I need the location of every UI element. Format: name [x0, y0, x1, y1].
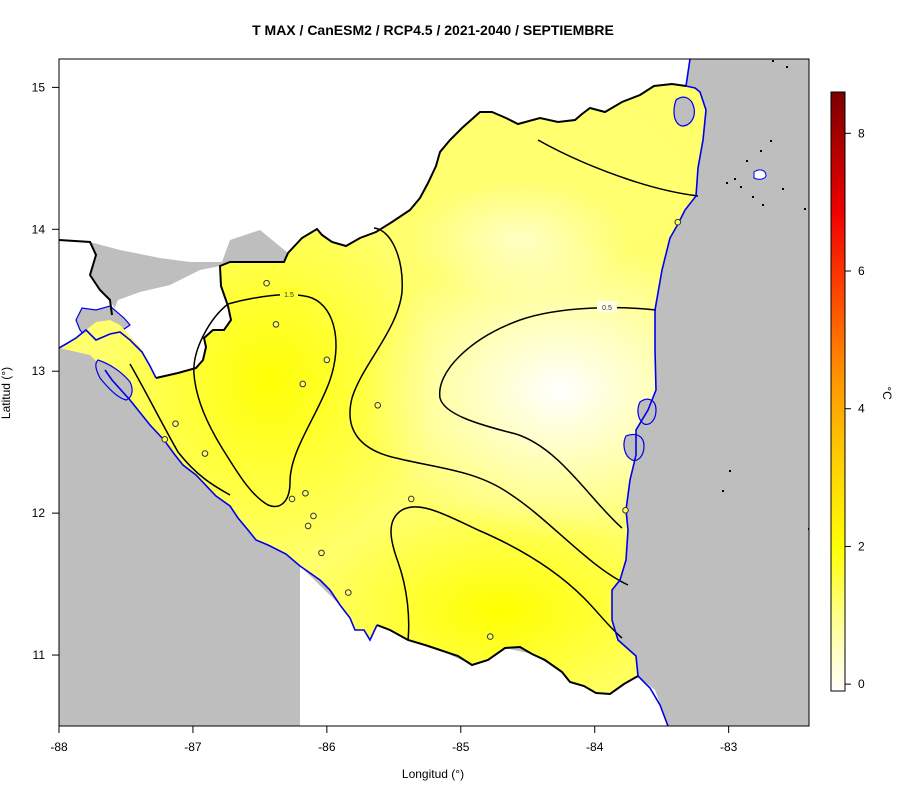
y-tick-label: 11 — [33, 648, 46, 662]
station-marker — [172, 420, 179, 428]
x-tick-label: -88 — [50, 740, 68, 754]
border-costa-rica — [376, 624, 639, 696]
contour-label-15: 1.5 — [284, 292, 294, 299]
colorbar-tick-label: 0 — [858, 677, 865, 691]
honduras-gulf-land — [112, 266, 231, 378]
colorbar-unit-label: °C — [880, 386, 894, 400]
station-marker — [310, 512, 317, 520]
station-marker — [272, 321, 280, 328]
station-marker — [288, 495, 296, 503]
x-tick-label: -85 — [452, 740, 470, 754]
station-marker — [374, 401, 382, 409]
coastline — [59, 59, 707, 726]
station-marker — [161, 436, 169, 443]
station-marker — [407, 495, 415, 503]
colorbar-tick-label: 4 — [858, 402, 865, 416]
x-axis: -88 -87 -86 -85 -84 -83 — [50, 726, 738, 754]
cayos-island — [753, 169, 767, 180]
field-east-min-2 — [410, 180, 630, 300]
colorbar-ticks: 0 2 4 6 8 — [845, 126, 865, 691]
station-marker — [674, 218, 682, 226]
contour-label-bg-15 — [280, 288, 298, 299]
contour-1-north — [537, 139, 699, 197]
y-tick-label: 13 — [32, 364, 46, 378]
x-axis-label: Longitud (°) — [402, 767, 464, 781]
station-marker — [304, 522, 312, 530]
plot-frame — [58, 58, 810, 727]
contours — [129, 139, 699, 641]
map-title: T MAX / CanESM2 / RCP4.5 / 2021-2040 / S… — [252, 22, 614, 38]
estero-real — [95, 359, 133, 401]
contour-label-05: 0.5 — [602, 305, 612, 312]
contour-label-bg-05 — [597, 301, 617, 312]
stations-layer — [161, 218, 682, 640]
y-axis-label: Latitud (°) — [0, 367, 13, 419]
colorbar-tick-label: 8 — [858, 126, 865, 140]
x-tick-label: -87 — [184, 740, 202, 754]
y-tick-label: 14 — [32, 222, 46, 236]
cays — [722, 60, 809, 530]
contour-05 — [439, 306, 657, 529]
station-marker — [299, 380, 307, 388]
x-tick-label: -83 — [720, 740, 738, 754]
y-tick-label: 15 — [32, 80, 46, 94]
x-tick-label: -84 — [586, 740, 604, 754]
station-marker — [201, 450, 209, 457]
station-marker — [302, 489, 309, 497]
station-marker — [622, 506, 629, 514]
station-marker — [344, 589, 352, 596]
y-axis: 11 12 13 14 15 — [32, 80, 59, 662]
honduras-north-land — [59, 59, 690, 262]
plot-area: 1.5 0.5 — [59, 59, 809, 726]
border-honduras-elsalvador — [59, 239, 113, 316]
x-tick-label: -86 — [318, 740, 336, 754]
colorbar-tick-label: 2 — [858, 539, 865, 553]
station-marker — [323, 356, 331, 364]
station-marker — [486, 633, 494, 640]
y-tick-label: 12 — [32, 506, 46, 520]
contour-15-west — [193, 293, 337, 508]
contour-15-south — [390, 506, 623, 641]
honduras-west-land — [59, 240, 120, 348]
colorbar — [830, 91, 846, 692]
costa-rica-land — [300, 566, 668, 726]
station-marker — [263, 279, 270, 287]
lagoon-center — [623, 433, 645, 461]
contour-1-west — [129, 363, 231, 496]
station-marker — [318, 549, 325, 557]
colorbar-tick-label: 6 — [858, 264, 865, 278]
border-honduras — [155, 82, 687, 379]
lagoon-north — [673, 96, 695, 127]
contour-1-central — [349, 227, 629, 586]
